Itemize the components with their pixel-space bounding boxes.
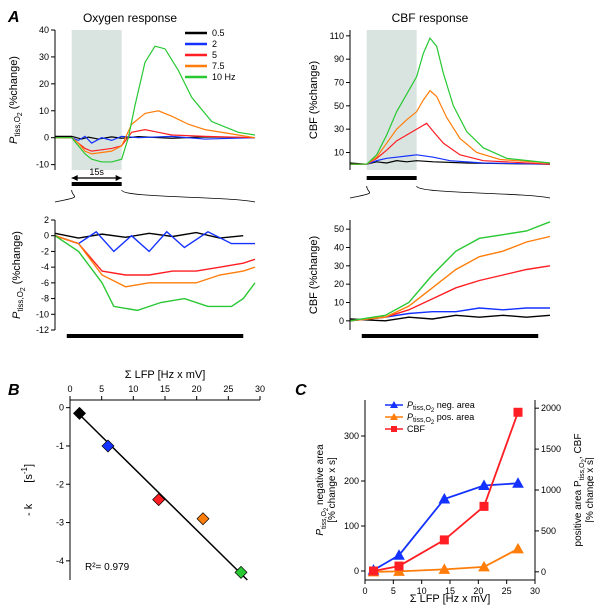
svg-text:25: 25 xyxy=(502,586,512,596)
svg-text:10: 10 xyxy=(128,384,138,394)
series-red xyxy=(55,236,255,275)
svg-text:100: 100 xyxy=(344,521,359,531)
c-xlabel: Σ LFP [Hz x mV] xyxy=(410,593,491,605)
svg-text:20: 20 xyxy=(192,384,202,394)
svg-text:1500: 1500 xyxy=(541,444,561,454)
svg-text:40: 40 xyxy=(334,243,344,253)
b-point xyxy=(74,407,86,419)
panel-b-label: B xyxy=(8,382,20,399)
panel-b-chart: 0 5 10 15 20 25 30 -4 -3 -2 -1 0 Σ LFP [Hz x mV] -… xyxy=(20,369,265,580)
b-fitline xyxy=(76,411,247,580)
svg-text:5: 5 xyxy=(391,586,396,596)
svg-text:300: 300 xyxy=(344,431,359,441)
cbf-title: CBF response xyxy=(392,11,469,25)
panel-c-label: C xyxy=(295,382,307,399)
stim-bar xyxy=(367,176,417,180)
svg-text:40: 40 xyxy=(39,25,49,35)
svg-text:-2: -2 xyxy=(56,479,64,489)
svg-text:0: 0 xyxy=(59,403,64,413)
svg-text:1000: 1000 xyxy=(541,485,561,495)
svg-text:-10: -10 xyxy=(36,309,49,319)
legend-label: 7.5 xyxy=(212,61,225,71)
legend-label: 2 xyxy=(212,39,217,49)
svg-text:30: 30 xyxy=(39,52,49,62)
stim-band xyxy=(367,30,417,170)
svg-text:-3: -3 xyxy=(56,518,64,528)
svg-text:15: 15 xyxy=(160,384,170,394)
svg-text:25: 25 xyxy=(223,384,233,394)
oxygen-zoom-chart: -12 -10 -8 -6 -4 -2 0 2 Ptiss,O2 (%change) xyxy=(11,215,255,338)
svg-text:-8: -8 xyxy=(41,294,49,304)
svg-text:-12: -12 xyxy=(36,325,49,335)
svg-text:0: 0 xyxy=(44,133,49,143)
b-point xyxy=(235,566,247,578)
svg-text:[% change x s]: [% change x s] xyxy=(327,457,338,523)
cbf-ylabel: CBF (%change) xyxy=(308,61,320,139)
legend-c: Ptiss,O2 neg. areaPtiss,O2 pos. areaCBF xyxy=(385,400,475,434)
svg-text:200: 200 xyxy=(344,476,359,486)
b-point xyxy=(102,440,114,452)
svg-text:10: 10 xyxy=(334,298,344,308)
svg-text:20: 20 xyxy=(39,79,49,89)
svg-text:-6: -6 xyxy=(41,278,49,288)
svg-text:-4: -4 xyxy=(56,556,64,566)
svg-text:30: 30 xyxy=(334,261,344,271)
svg-text:110: 110 xyxy=(330,31,344,41)
svg-text:30: 30 xyxy=(530,586,540,596)
panel-c-chart: 051015202530 0100200300 0500100015002000… xyxy=(315,400,594,605)
cbf-top-chart: 10 30 50 70 90 110 CBF (%change) xyxy=(308,30,550,180)
svg-text:-2: -2 xyxy=(41,246,49,256)
cbf-zoom-ylabel: CBF (%change) xyxy=(308,236,320,314)
svg-text:10: 10 xyxy=(39,106,49,116)
oxy-ylabel: Ptiss,O2 (%change) xyxy=(8,56,24,144)
oxygen-title: Oxygen response xyxy=(83,11,177,25)
svg-text:5: 5 xyxy=(99,384,104,394)
legend-label: 0.5 xyxy=(212,28,225,38)
oxy-zoom-ylabel: Ptiss,O2 (%change) xyxy=(11,231,27,319)
b-point xyxy=(197,513,209,525)
svg-text:50: 50 xyxy=(334,224,344,234)
series-blue xyxy=(350,308,550,321)
svg-text:0: 0 xyxy=(67,384,72,394)
series-orange xyxy=(55,236,255,287)
svg-text:90: 90 xyxy=(334,54,344,64)
svg-text:-10: -10 xyxy=(36,160,49,170)
svg-text:0: 0 xyxy=(354,566,359,576)
svg-text:15s: 15s xyxy=(89,167,104,177)
legend-label: 5 xyxy=(212,50,217,60)
b-point xyxy=(153,494,165,506)
svg-text:0: 0 xyxy=(362,586,367,596)
stim-band xyxy=(72,30,122,170)
svg-text:70: 70 xyxy=(334,78,344,88)
oxygen-top-chart: -10 0 10 20 30 40 Ptiss,O2 (%change) 15s xyxy=(8,25,255,186)
svg-text:CBF: CBF xyxy=(407,424,426,434)
svg-text:30: 30 xyxy=(334,124,344,134)
svg-text:-1: -1 xyxy=(56,441,64,451)
svg-text:20: 20 xyxy=(334,279,344,289)
panel-a-label: A xyxy=(7,9,20,26)
b-xlabel: Σ LFP [Hz x mV] xyxy=(125,369,206,381)
legend-label: 10 Hz xyxy=(212,72,236,82)
svg-text:0: 0 xyxy=(541,567,546,577)
svg-text:50: 50 xyxy=(334,101,344,111)
legend-a: 0.5257.510 Hz xyxy=(185,28,236,82)
svg-text:[% change x s]: [% change x s] xyxy=(585,457,594,523)
stim-bar xyxy=(362,334,538,338)
svg-text:0: 0 xyxy=(44,231,49,241)
b-ylabel: - k [s-1] xyxy=(20,464,35,516)
svg-text:2000: 2000 xyxy=(541,403,561,413)
svg-text:-4: -4 xyxy=(41,262,49,272)
svg-text:500: 500 xyxy=(541,526,556,536)
svg-text:2: 2 xyxy=(44,215,49,225)
cbf-zoom-chart: 0 10 20 30 40 50 CBF (%change) xyxy=(308,220,550,338)
svg-text:10: 10 xyxy=(334,148,344,158)
svg-text:30: 30 xyxy=(255,384,265,394)
b-r2: R²= 0.979 xyxy=(85,562,130,573)
series-green xyxy=(55,236,255,311)
stim-bar xyxy=(67,334,243,338)
svg-text:0: 0 xyxy=(339,316,344,326)
